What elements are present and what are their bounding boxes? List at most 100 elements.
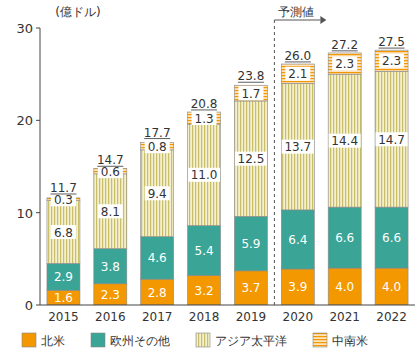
total-label: 26.0 <box>284 49 311 63</box>
bar-segment <box>47 263 80 290</box>
bar-segment <box>328 53 361 74</box>
data-label: 2.9 <box>54 270 73 284</box>
label-bg <box>285 67 310 81</box>
x-tick-label: 2016 <box>95 310 126 324</box>
chart: 0102030(億ドル)1.62.96.80.32.33.88.10.62.84… <box>0 0 419 362</box>
bar-segment <box>47 290 80 305</box>
total-label: 11.7 <box>50 181 77 195</box>
y-tick-label: 20 <box>16 113 33 128</box>
data-label: 9.4 <box>148 187 167 201</box>
x-tick-label: 2018 <box>189 310 220 324</box>
bar-segment <box>141 150 174 237</box>
legend-label: 欧州その他 <box>110 334 170 348</box>
label-bg <box>188 168 220 182</box>
label-bg <box>379 54 404 68</box>
bars <box>47 50 408 305</box>
legend: 北米 欧州その他 アジア太平洋 中南米 <box>22 333 368 348</box>
data-label: 4.0 <box>335 280 354 294</box>
data-label: 6.6 <box>335 231 354 245</box>
label-bg <box>98 204 123 218</box>
y-tick <box>36 305 40 306</box>
data-label: 2.3 <box>382 54 401 68</box>
x-tick-label: 2022 <box>376 310 407 324</box>
data-label: 13.7 <box>284 140 311 154</box>
bar-segment <box>281 269 314 305</box>
data-label: 3.2 <box>195 284 214 298</box>
forecast-arrow <box>274 20 320 21</box>
total-underline <box>379 48 405 49</box>
bar-segment <box>188 275 221 305</box>
label-bg <box>98 164 123 178</box>
label-bg <box>238 86 263 100</box>
data-label: 2.1 <box>288 67 307 81</box>
y-tick-label: 10 <box>16 206 33 221</box>
data-label: 3.8 <box>101 260 120 274</box>
legend-swatch <box>22 333 36 347</box>
bar-segment <box>281 64 314 83</box>
bar-segment <box>234 85 267 101</box>
x-tick-label: 2019 <box>236 310 267 324</box>
data-label: 12.5 <box>238 152 265 166</box>
total-underline <box>238 82 264 83</box>
x-tick-label: 2020 <box>283 310 314 324</box>
label-bg <box>145 186 170 200</box>
label-bg <box>51 225 76 239</box>
data-label: 5.4 <box>195 244 214 258</box>
y-axis-label: (億ドル) <box>55 5 100 19</box>
data-label: 6.8 <box>54 226 73 240</box>
label-bg <box>145 139 170 153</box>
bar-segment <box>375 207 408 268</box>
total-label: 14.7 <box>97 153 124 167</box>
bar-segment <box>94 249 127 284</box>
data-label: 11.0 <box>191 168 218 182</box>
data-label: 1.7 <box>241 87 260 101</box>
bar-segment <box>141 237 174 279</box>
forecast-arrowhead <box>320 16 326 24</box>
data-labels: 1.62.96.80.32.33.88.10.62.84.69.40.83.25… <box>50 35 407 305</box>
data-label: 6.6 <box>382 231 401 245</box>
data-label: 14.7 <box>378 133 405 147</box>
total-underline <box>50 193 76 194</box>
total-underline <box>144 138 170 139</box>
data-label: 0.8 <box>148 140 167 154</box>
bar-segment <box>375 71 408 207</box>
label-bg <box>282 140 314 154</box>
x-tick-label: 2015 <box>48 310 79 324</box>
legend-swatch <box>196 333 210 347</box>
label-bg <box>329 134 361 148</box>
y-tick-label: 0 <box>25 298 33 313</box>
label-bg <box>235 152 267 166</box>
bar-segment <box>281 83 314 209</box>
total-underline <box>97 166 123 167</box>
bar-segment <box>47 201 80 264</box>
data-label: 4.0 <box>382 280 401 294</box>
legend-swatch <box>313 333 327 347</box>
x-tick-label: 2021 <box>329 310 360 324</box>
bar-segment <box>94 284 127 305</box>
bar-segment <box>328 207 361 268</box>
bar-segment <box>94 174 127 249</box>
total-underline <box>285 61 311 62</box>
legend-label: 中南米 <box>332 334 368 348</box>
y-axis <box>40 28 41 305</box>
total-label: 27.5 <box>378 35 405 49</box>
legend-label: アジア太平洋 <box>215 334 287 348</box>
data-label: 4.6 <box>148 251 167 265</box>
bar-segment <box>328 268 361 305</box>
y-tick-label: 30 <box>16 21 33 36</box>
data-label: 1.3 <box>195 112 214 126</box>
x-tick-label: 2017 <box>142 310 173 324</box>
bar-segment <box>234 216 267 270</box>
bar-segment <box>375 50 408 71</box>
y-tick <box>36 120 40 121</box>
total-label: 20.8 <box>191 97 218 111</box>
x-axis <box>40 305 415 306</box>
bar-segment <box>375 268 408 305</box>
legend-label: 北米 <box>41 334 65 348</box>
total-label: 17.7 <box>144 126 171 140</box>
bar-segment <box>188 124 221 226</box>
total-underline <box>332 50 358 51</box>
legend-swatch <box>91 333 105 347</box>
bar-segment <box>141 279 174 305</box>
data-label: 3.9 <box>288 280 307 294</box>
